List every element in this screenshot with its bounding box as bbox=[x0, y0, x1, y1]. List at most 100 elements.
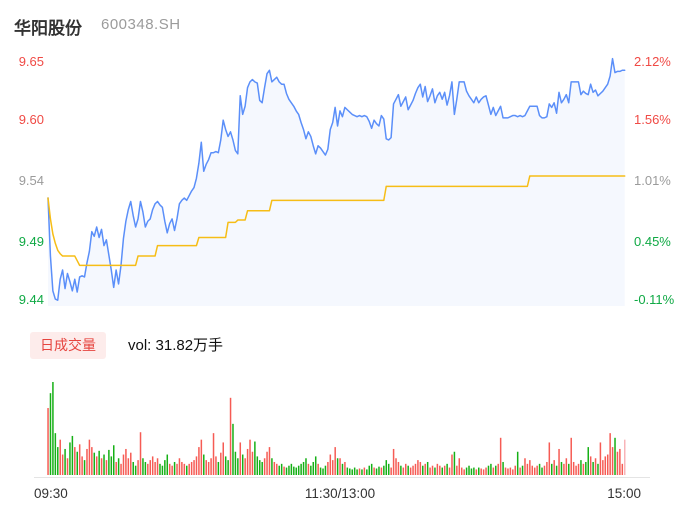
volume-bar bbox=[614, 437, 616, 475]
volume-bar bbox=[621, 463, 624, 475]
volume-bar bbox=[336, 458, 339, 475]
volume-bar bbox=[154, 461, 156, 475]
volume-bar bbox=[363, 467, 366, 475]
volume-bar bbox=[297, 465, 300, 475]
volume-bar bbox=[592, 461, 594, 475]
volume-bar bbox=[193, 460, 195, 475]
volume-bar bbox=[412, 465, 414, 475]
volume-bar bbox=[176, 463, 178, 475]
volume-bar bbox=[244, 458, 246, 475]
volume-bar bbox=[268, 447, 271, 475]
volume-bar bbox=[516, 451, 519, 475]
volume-bar bbox=[541, 467, 543, 475]
volume-value: vol: 31.82万手 bbox=[128, 337, 224, 354]
volume-bar bbox=[271, 458, 273, 475]
volume-bar bbox=[266, 451, 268, 475]
volume-bar bbox=[207, 461, 210, 475]
volume-bar bbox=[409, 467, 412, 475]
volume-bar bbox=[431, 465, 434, 475]
volume-bar bbox=[251, 451, 254, 475]
volume-bar bbox=[173, 461, 176, 475]
volume-bar bbox=[181, 461, 183, 475]
volume-bar bbox=[69, 442, 71, 475]
volume-bar bbox=[436, 463, 439, 475]
volume-bar bbox=[276, 463, 278, 475]
volume-bar bbox=[334, 447, 336, 475]
volume-bar bbox=[533, 467, 536, 475]
volume-bar bbox=[572, 461, 575, 475]
volume-bar bbox=[49, 393, 52, 475]
volume-bar bbox=[105, 460, 108, 475]
volume-bar bbox=[76, 451, 78, 475]
percent-axis-label: 0.45% bbox=[634, 234, 671, 249]
volume-bar bbox=[280, 463, 283, 475]
volume-bar bbox=[456, 465, 458, 475]
volume-bar bbox=[125, 448, 127, 475]
volume-bar bbox=[524, 458, 526, 475]
price-axis-label: 9.65 bbox=[18, 54, 44, 69]
volume-bar bbox=[497, 463, 499, 475]
time-axis-open: 09:30 bbox=[34, 486, 68, 501]
volume-bar bbox=[273, 461, 276, 475]
volume-bar bbox=[368, 465, 370, 475]
volume-bar bbox=[130, 452, 132, 475]
volume-bar bbox=[551, 463, 553, 475]
volume-bar bbox=[611, 447, 614, 475]
volume-bar bbox=[616, 451, 619, 475]
volume-bar bbox=[305, 458, 307, 475]
volume-bar bbox=[619, 448, 621, 475]
volume-bar bbox=[322, 468, 324, 475]
volume-bar bbox=[478, 467, 480, 475]
volume-bar bbox=[446, 463, 448, 475]
volume-bar bbox=[526, 463, 529, 475]
volume-bar bbox=[453, 451, 456, 475]
percent-axis-label: 1.01% bbox=[634, 173, 671, 188]
volume-bar bbox=[234, 451, 237, 475]
volume-bar bbox=[300, 463, 302, 475]
volume-bar bbox=[419, 461, 422, 475]
volume-bar bbox=[568, 463, 570, 475]
volume-bar bbox=[327, 461, 329, 475]
volume-bar bbox=[604, 456, 607, 475]
volume-bar bbox=[563, 463, 565, 475]
volume-bar bbox=[543, 465, 546, 475]
volume-bar bbox=[205, 460, 207, 475]
volume-bar bbox=[417, 460, 419, 475]
volume-bar bbox=[239, 442, 242, 475]
volume-bar bbox=[329, 454, 332, 475]
time-axis-close: 15:00 bbox=[607, 486, 641, 501]
volume-bar bbox=[504, 467, 507, 475]
volume-bar bbox=[86, 448, 88, 475]
volume-legend-tab[interactable]: 日成交量 bbox=[30, 332, 106, 359]
volume-bar bbox=[451, 454, 453, 475]
volume-bar bbox=[212, 433, 215, 475]
volume-bar bbox=[414, 463, 417, 475]
volume-bar bbox=[560, 461, 563, 475]
volume-bar bbox=[324, 465, 327, 475]
volume-bar bbox=[366, 469, 368, 475]
volume-bar bbox=[91, 447, 93, 475]
volume-bar bbox=[217, 461, 220, 475]
volume-bar bbox=[575, 465, 577, 475]
volume-bar bbox=[93, 452, 96, 475]
stock-code: 600348.SH bbox=[101, 16, 181, 33]
volume-bar bbox=[400, 465, 402, 475]
volume-bar bbox=[64, 448, 66, 475]
volume-bar bbox=[283, 466, 285, 475]
volume-bar bbox=[594, 458, 597, 475]
volume-bar bbox=[507, 468, 509, 475]
volume-bar bbox=[74, 447, 76, 475]
volume-bar bbox=[227, 460, 229, 475]
volume-bar bbox=[54, 433, 57, 475]
volume-bar bbox=[405, 463, 407, 475]
volume-bar bbox=[499, 437, 502, 475]
price-area-fill bbox=[48, 58, 625, 307]
volume-bar bbox=[122, 454, 125, 475]
volume-bar bbox=[285, 467, 288, 475]
volume-bar bbox=[580, 460, 582, 475]
volume-bar bbox=[190, 461, 193, 475]
volume-bar bbox=[113, 445, 115, 475]
volume-bar bbox=[531, 465, 534, 475]
